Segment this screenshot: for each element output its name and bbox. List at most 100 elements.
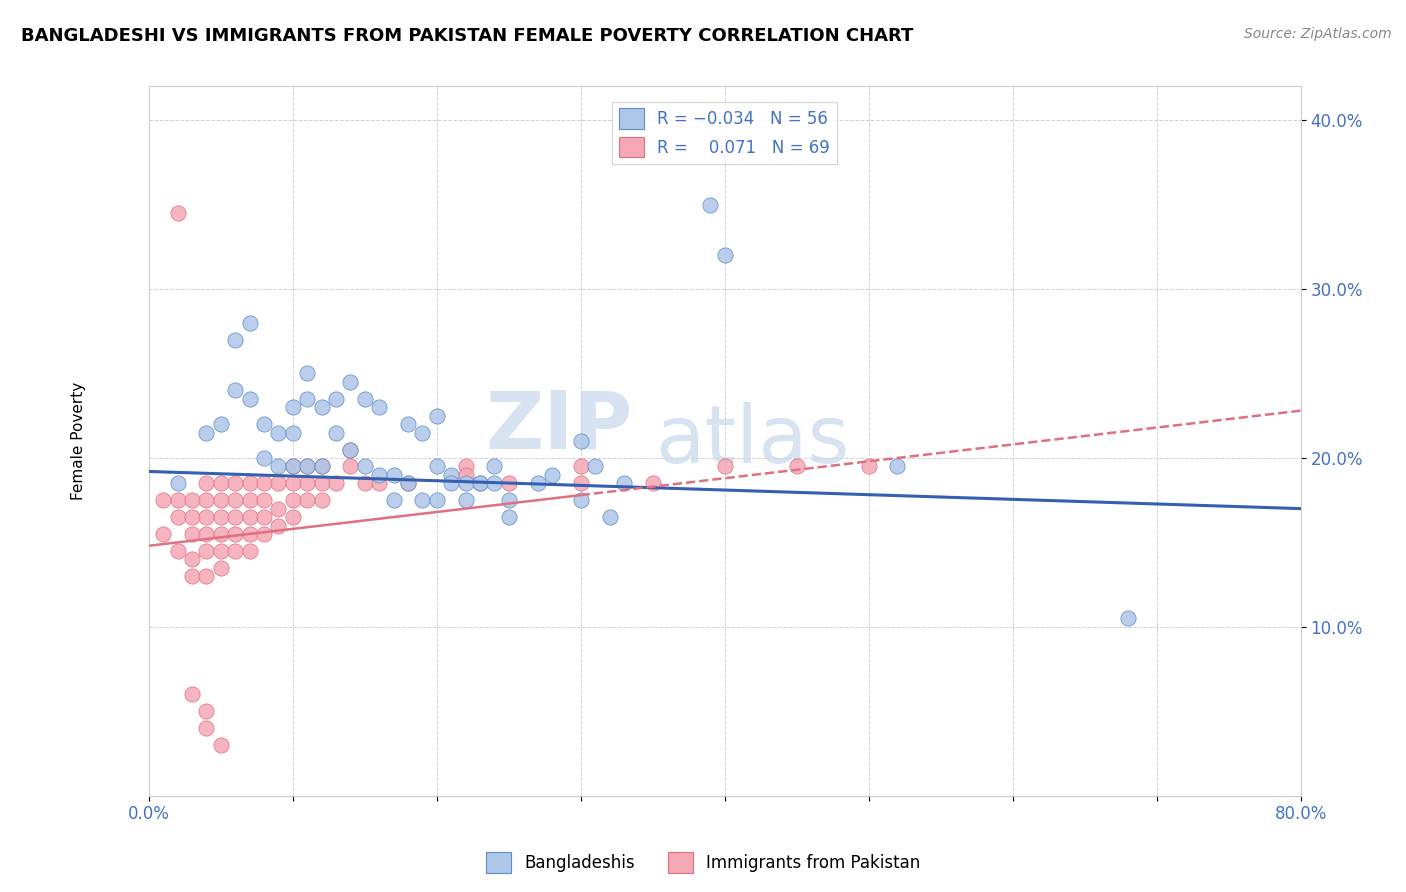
- Point: [152, 527, 174, 541]
- Point: [311, 493, 333, 508]
- Point: [858, 459, 880, 474]
- Point: [353, 459, 375, 474]
- Legend: Bangladeshis, Immigrants from Pakistan: Bangladeshis, Immigrants from Pakistan: [479, 846, 927, 880]
- Point: [382, 493, 405, 508]
- Point: [541, 467, 564, 482]
- Point: [440, 467, 463, 482]
- Point: [569, 434, 592, 448]
- Point: [526, 476, 548, 491]
- Point: [339, 459, 361, 474]
- Point: [339, 442, 361, 457]
- Point: [253, 417, 276, 432]
- Point: [498, 476, 520, 491]
- Legend: R = −0.034   N = 56, R =    0.071   N = 69: R = −0.034 N = 56, R = 0.071 N = 69: [613, 102, 837, 164]
- Point: [411, 425, 433, 440]
- Point: [311, 476, 333, 491]
- Point: [325, 476, 347, 491]
- Point: [224, 544, 246, 558]
- Point: [325, 425, 347, 440]
- Point: [411, 493, 433, 508]
- Point: [195, 425, 218, 440]
- Point: [238, 493, 260, 508]
- Point: [238, 316, 260, 330]
- Point: [569, 476, 592, 491]
- Point: [426, 459, 449, 474]
- Point: [253, 450, 276, 465]
- Point: [267, 518, 290, 533]
- Point: [468, 476, 491, 491]
- Point: [281, 476, 304, 491]
- Point: [641, 476, 664, 491]
- Point: [353, 476, 375, 491]
- Point: [295, 493, 318, 508]
- Point: [166, 476, 188, 491]
- Point: [295, 459, 318, 474]
- Point: [281, 459, 304, 474]
- Point: [396, 476, 419, 491]
- Point: [786, 459, 808, 474]
- Point: [181, 687, 204, 701]
- Point: [484, 459, 506, 474]
- Point: [599, 510, 621, 524]
- Point: [181, 569, 204, 583]
- Point: [209, 510, 232, 524]
- Point: [484, 476, 506, 491]
- Point: [382, 467, 405, 482]
- Point: [396, 476, 419, 491]
- Point: [267, 476, 290, 491]
- Point: [311, 459, 333, 474]
- Point: [1116, 611, 1139, 625]
- Point: [166, 206, 188, 220]
- Point: [152, 493, 174, 508]
- Point: [569, 459, 592, 474]
- Point: [267, 459, 290, 474]
- Point: [195, 527, 218, 541]
- Text: atlas: atlas: [655, 402, 851, 480]
- Point: [238, 392, 260, 406]
- Point: [440, 476, 463, 491]
- Point: [253, 510, 276, 524]
- Point: [613, 476, 636, 491]
- Point: [195, 569, 218, 583]
- Point: [253, 527, 276, 541]
- Point: [339, 375, 361, 389]
- Point: [195, 544, 218, 558]
- Point: [498, 493, 520, 508]
- Y-axis label: Female Poverty: Female Poverty: [72, 382, 86, 500]
- Point: [281, 493, 304, 508]
- Point: [454, 459, 477, 474]
- Point: [224, 476, 246, 491]
- Point: [468, 476, 491, 491]
- Point: [253, 476, 276, 491]
- Point: [209, 544, 232, 558]
- Point: [713, 459, 735, 474]
- Point: [454, 476, 477, 491]
- Text: BANGLADESHI VS IMMIGRANTS FROM PAKISTAN FEMALE POVERTY CORRELATION CHART: BANGLADESHI VS IMMIGRANTS FROM PAKISTAN …: [21, 27, 914, 45]
- Point: [195, 704, 218, 718]
- Point: [209, 738, 232, 752]
- Point: [267, 425, 290, 440]
- Point: [209, 476, 232, 491]
- Point: [699, 197, 721, 211]
- Point: [281, 510, 304, 524]
- Point: [181, 510, 204, 524]
- Point: [238, 544, 260, 558]
- Point: [368, 401, 391, 415]
- Point: [209, 417, 232, 432]
- Point: [396, 417, 419, 432]
- Point: [267, 501, 290, 516]
- Point: [224, 333, 246, 347]
- Point: [353, 392, 375, 406]
- Point: [569, 493, 592, 508]
- Point: [209, 527, 232, 541]
- Point: [195, 493, 218, 508]
- Point: [224, 510, 246, 524]
- Point: [498, 510, 520, 524]
- Point: [195, 721, 218, 735]
- Point: [166, 493, 188, 508]
- Point: [454, 467, 477, 482]
- Point: [238, 510, 260, 524]
- Point: [281, 459, 304, 474]
- Point: [311, 401, 333, 415]
- Point: [295, 476, 318, 491]
